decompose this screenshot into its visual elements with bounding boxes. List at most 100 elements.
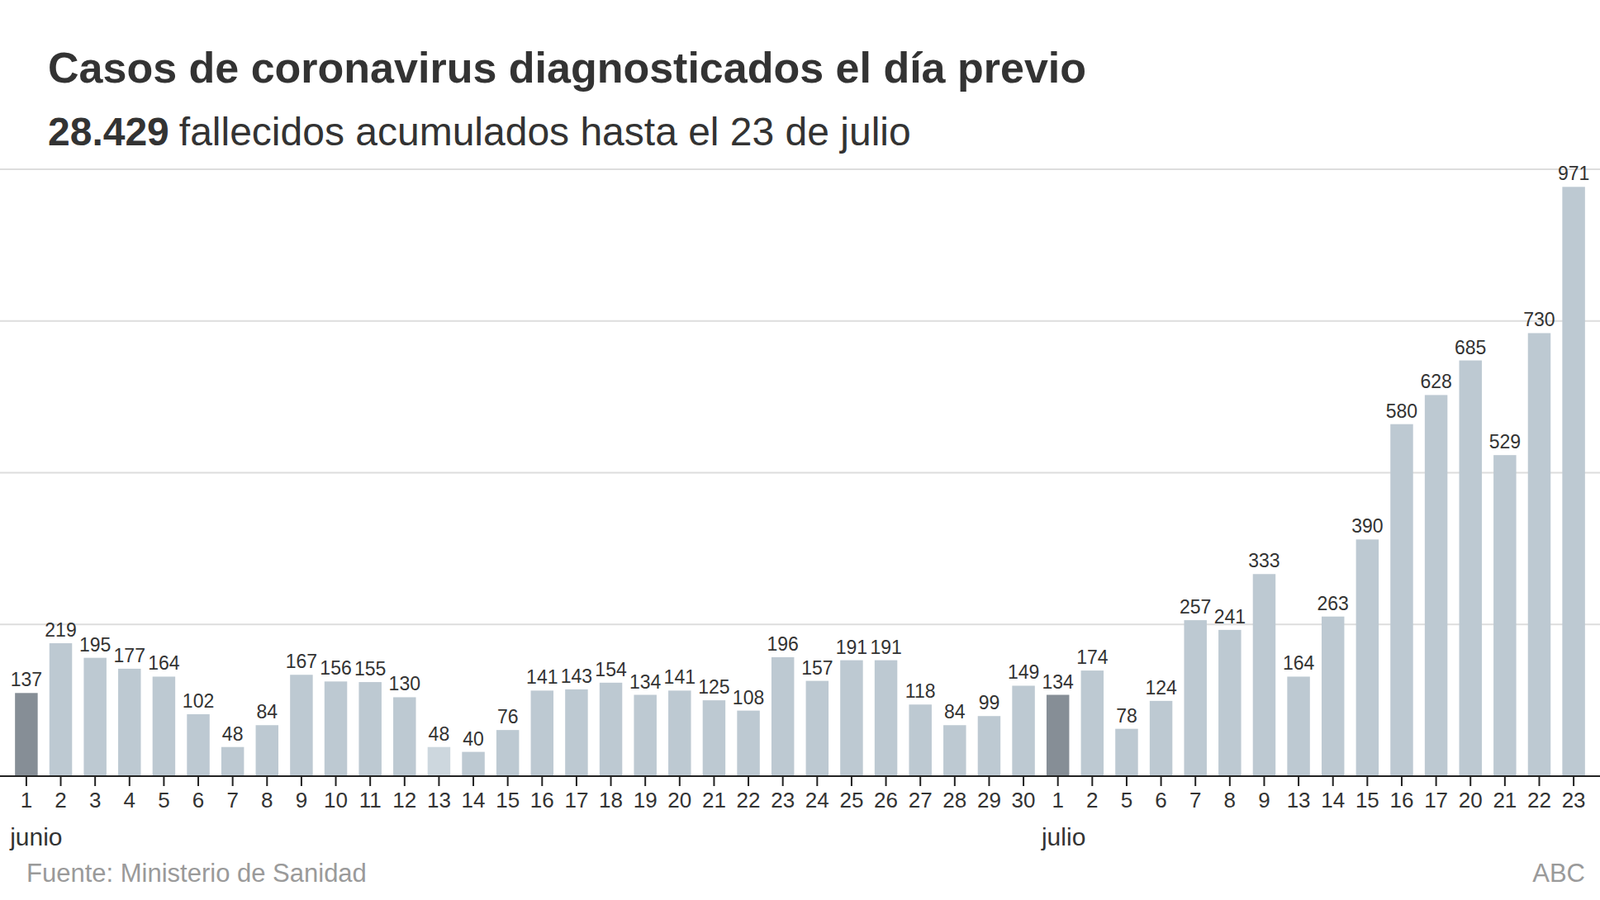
- x-tick-label: 22: [736, 788, 761, 813]
- bar: [564, 689, 588, 777]
- x-tick: 20: [667, 776, 692, 813]
- data-label: 143: [560, 665, 593, 688]
- bar: [633, 695, 656, 777]
- bar: [1081, 670, 1104, 777]
- x-tick: 7: [1189, 776, 1202, 813]
- x-tick-mark: [1022, 776, 1025, 787]
- x-tick-mark: [128, 776, 131, 787]
- bar: [83, 658, 106, 777]
- bar: [427, 747, 451, 777]
- bar: [1218, 630, 1241, 777]
- data-label: 125: [697, 676, 730, 698]
- data-label: 40: [462, 728, 485, 751]
- x-tick-label: 20: [667, 788, 692, 813]
- x-tick: 17: [1424, 776, 1449, 813]
- bar: [1562, 186, 1585, 777]
- bar: [1046, 695, 1069, 777]
- x-tick: 6: [1154, 776, 1167, 813]
- x-tick: 2: [54, 776, 67, 813]
- x-tick-mark: [1262, 776, 1265, 787]
- x-tick-mark: [197, 776, 200, 787]
- bar: [1390, 424, 1413, 777]
- x-tick-mark: [232, 776, 234, 787]
- x-tick: 14: [461, 776, 486, 813]
- data-label: 164: [147, 652, 181, 675]
- data-label: 156: [319, 657, 352, 679]
- x-tick: 11: [359, 776, 382, 813]
- data-label: 263: [1317, 593, 1349, 615]
- x-tick-mark: [987, 776, 990, 787]
- x-tick: 27: [908, 776, 933, 813]
- x-tick-label: 17: [1424, 788, 1449, 813]
- x-tick-mark: [162, 776, 165, 787]
- x-tick-label: 7: [226, 788, 238, 813]
- x-tick: 4: [123, 776, 136, 813]
- data-label: 390: [1351, 515, 1383, 537]
- x-tick: 15: [495, 776, 520, 813]
- bar: [393, 697, 416, 777]
- bar: [1528, 332, 1551, 777]
- data-label: 628: [1419, 370, 1452, 393]
- bar: [1286, 676, 1310, 777]
- x-tick-mark: [782, 776, 784, 787]
- subtitle-highlight: 28.429: [47, 109, 170, 154]
- x-tick-label: 10: [323, 788, 348, 813]
- x-tick-mark: [1435, 776, 1438, 787]
- x-tick: 8: [261, 776, 273, 813]
- x-tick: 1: [20, 776, 33, 813]
- data-label: 118: [905, 680, 936, 703]
- x-tick-mark: [816, 776, 818, 787]
- x-tick-label: 23: [1562, 788, 1586, 813]
- x-tick: 23: [770, 776, 795, 813]
- x-tick-label: 3: [89, 788, 101, 813]
- data-label: 529: [1489, 431, 1521, 453]
- x-tick-label: 26: [873, 788, 898, 813]
- x-tick-label: 2: [1086, 788, 1098, 813]
- x-tick-label: 5: [1120, 788, 1133, 813]
- x-tick: 30: [1011, 776, 1036, 813]
- data-label: 141: [526, 666, 558, 689]
- subtitle: fallecidos acumulados hasta el 23 de jul…: [179, 109, 912, 154]
- x-tick-label: 2: [54, 788, 67, 813]
- bar: [186, 714, 209, 777]
- x-tick: 16: [530, 776, 555, 813]
- x-tick: 14: [1320, 776, 1345, 813]
- x-tick-label: 23: [770, 788, 795, 813]
- data-labels: 1372191951771641024884167156155130484076…: [10, 162, 1591, 750]
- bars: [14, 186, 1586, 777]
- x-tick-mark: [1400, 776, 1403, 787]
- x-tick-label: 13: [427, 788, 452, 813]
- bar: [324, 681, 347, 777]
- x-tick-label: 14: [1320, 788, 1345, 813]
- x-tick-mark: [403, 776, 406, 787]
- bar: [702, 700, 726, 777]
- x-tick-mark: [575, 776, 578, 787]
- x-tick: 9: [1258, 776, 1270, 813]
- data-label: 99: [978, 692, 1001, 714]
- data-label: 78: [1115, 705, 1138, 727]
- title: Casos de coronavirus diagnosticados el d…: [47, 43, 1087, 92]
- x-tick-label: 16: [1390, 788, 1415, 813]
- grid-line: [0, 472, 1600, 475]
- x-tick-mark: [885, 776, 888, 787]
- x-tick-mark: [1194, 776, 1197, 787]
- x-tick-mark: [1125, 776, 1128, 787]
- x-tick-mark: [712, 776, 715, 787]
- x-tick-mark: [1538, 776, 1540, 787]
- bar: [118, 669, 141, 777]
- bar: [152, 676, 176, 777]
- bar: [1149, 701, 1173, 777]
- x-tick: 7: [226, 776, 238, 813]
- data-label: 191: [869, 636, 902, 659]
- data-label: 167: [285, 650, 318, 673]
- bar: [1424, 394, 1448, 777]
- x-tick-label: 20: [1458, 788, 1483, 813]
- x-tick: 21: [702, 776, 727, 813]
- x-tick-mark: [60, 776, 62, 787]
- bar: [599, 683, 622, 777]
- x-tick: 5: [157, 776, 170, 813]
- x-tick: 17: [564, 776, 589, 813]
- x-tick-mark: [1091, 776, 1093, 787]
- bar: [1356, 539, 1379, 777]
- bar: [978, 716, 1001, 777]
